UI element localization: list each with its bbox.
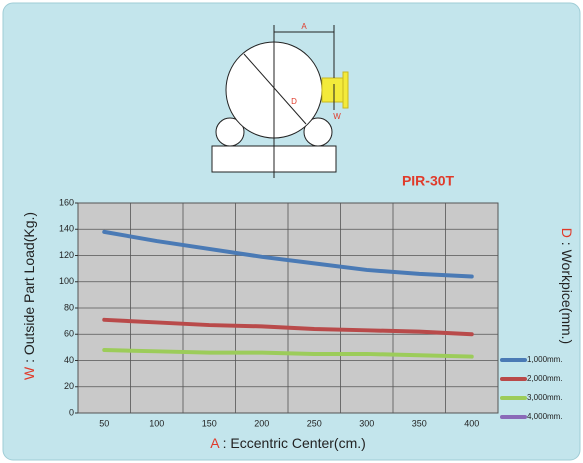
attachment (321, 77, 344, 103)
x-tick-label: 200 (254, 418, 269, 428)
y2-axis-text: : Workpice(mm.) (559, 242, 575, 344)
y-tick-label: 160 (59, 197, 74, 207)
y-tick-label: 60 (64, 329, 74, 339)
annotation: PIR-30T (402, 173, 455, 189)
x-axis-key: A (210, 435, 220, 451)
y-tick-label: 80 (64, 302, 74, 312)
y-tick-label: 120 (59, 250, 74, 260)
y-tick-label: 40 (64, 355, 74, 365)
roller (215, 117, 245, 147)
x-tick-label: 100 (149, 418, 164, 428)
x-tick-label: 150 (202, 418, 217, 428)
y-axis-key: W (21, 366, 37, 380)
y-axis-text: : Outside Part Load(Kg.) (21, 212, 37, 363)
label-w: W (333, 112, 341, 121)
y-tick-label: 20 (64, 381, 74, 391)
x-axis-label: A : Eccentric Center(cm.) (210, 435, 366, 451)
series-line (102, 317, 474, 337)
label-d: D (291, 97, 297, 106)
series-line (102, 229, 474, 279)
x-tick-label: 350 (412, 418, 427, 428)
roller (303, 117, 333, 147)
y-axis-label: W : Outside Part Load(Kg.) (21, 212, 37, 380)
y2-axis-key: D (559, 228, 575, 238)
x-tick-label: 300 (359, 418, 374, 428)
y-tick-label: 100 (59, 276, 74, 286)
x-tick-label: 50 (99, 418, 109, 428)
x-tick-label: 400 (464, 418, 479, 428)
y-tick-label: 0 (69, 407, 74, 417)
flange (342, 71, 349, 109)
dimension-d (243, 53, 307, 125)
series-line (102, 348, 474, 359)
legend-label: 4,000mm. (527, 412, 563, 421)
legend-label: 3,000mm. (527, 393, 563, 402)
diagram (211, 25, 349, 178)
y-tick-label: 140 (59, 224, 74, 234)
legend-label: 2,000mm. (527, 374, 563, 383)
y2-axis-label: D : Workpice(mm.) (559, 228, 575, 344)
x-axis-text: : Eccentric Center(cm.) (223, 435, 366, 451)
x-tick-label: 250 (307, 418, 322, 428)
legend-label: 1,000mm. (527, 355, 563, 364)
label-a: A (301, 22, 307, 31)
